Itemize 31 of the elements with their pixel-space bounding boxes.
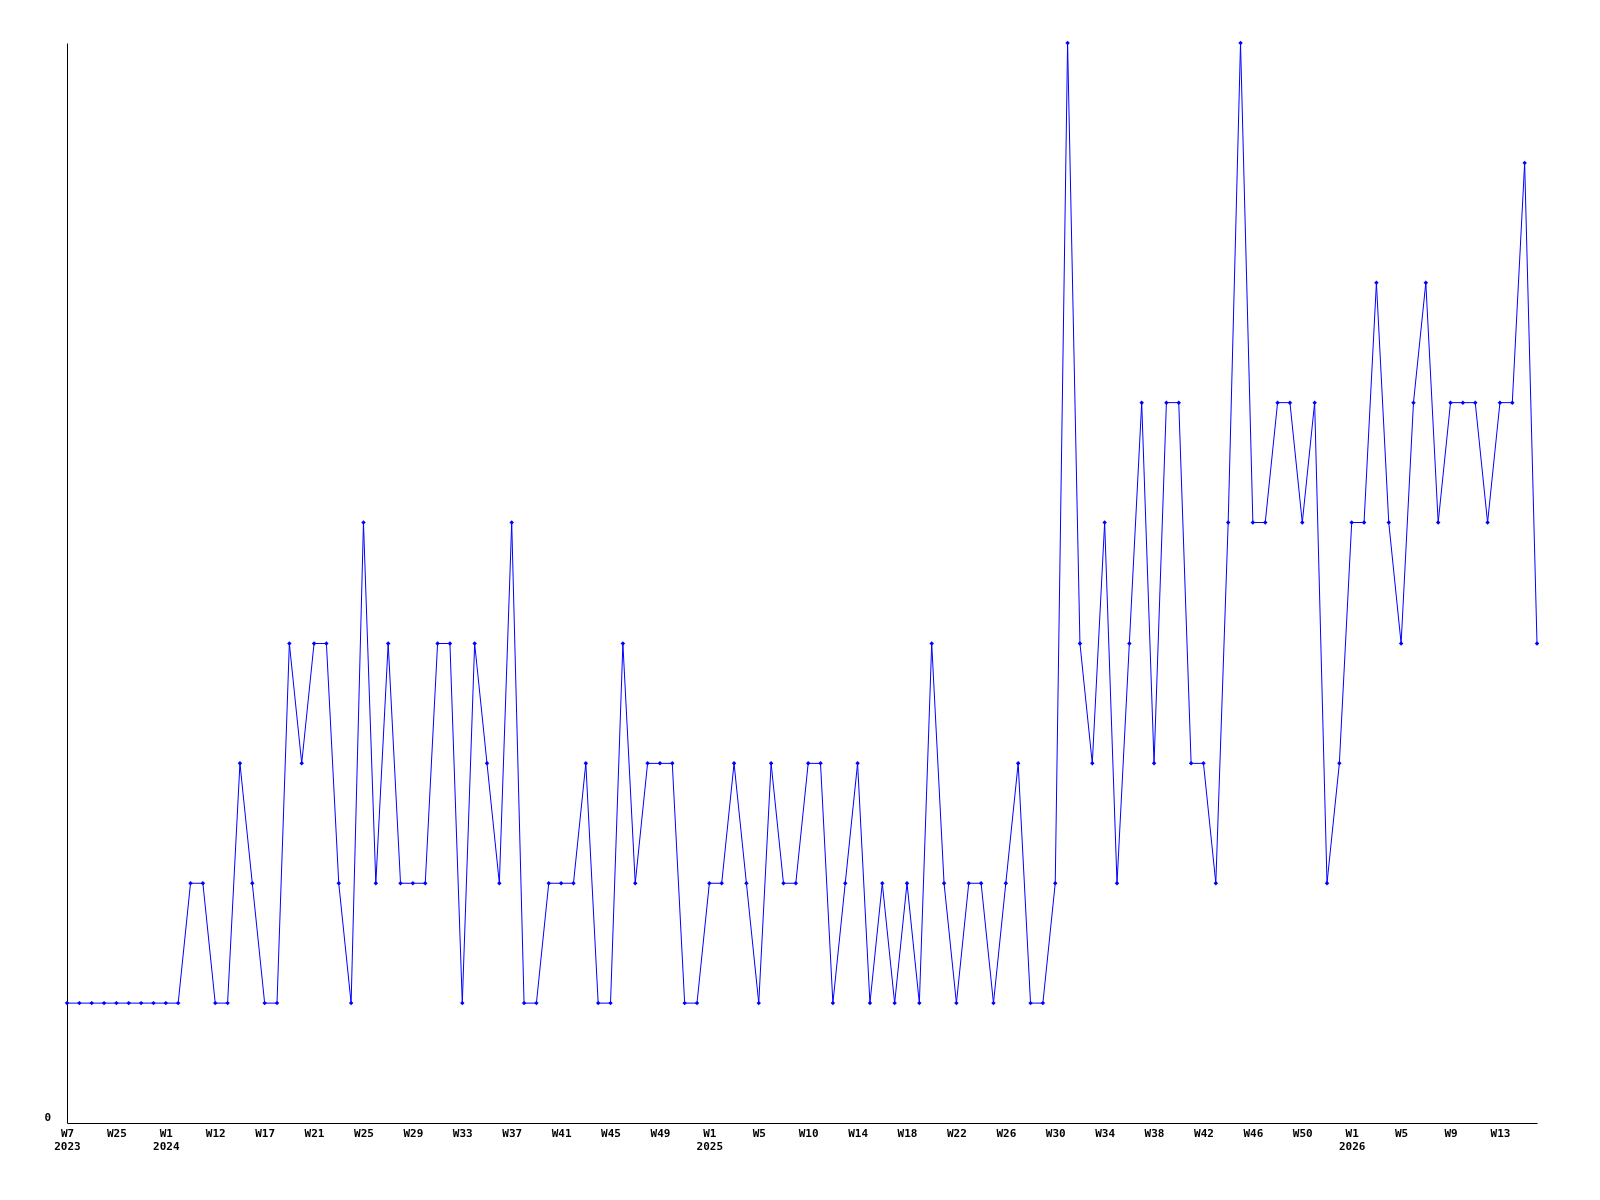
x-tick-label: W41	[551, 1126, 572, 1140]
x-tick-label: W1 2026	[1338, 1126, 1366, 1153]
x-tick-label: W49	[650, 1126, 671, 1140]
x-tick-label: W42	[1194, 1126, 1214, 1140]
x-tick-label: W46	[1243, 1126, 1264, 1140]
x-tick-label: W50	[1292, 1126, 1313, 1140]
x-tick-label: W1 2025	[696, 1126, 724, 1153]
x-tick-label: W10	[798, 1126, 819, 1140]
text: 0	[44, 1111, 51, 1124]
x-tick-label: W25	[354, 1126, 374, 1140]
x-tick-label: W18	[897, 1126, 918, 1140]
x-tick-label: W45	[601, 1126, 621, 1140]
x-tick-label: W26	[996, 1126, 1017, 1140]
x-tick-label: W7 2023	[54, 1126, 81, 1153]
x-tick-label: W29	[403, 1126, 424, 1140]
x-tick-label: W33	[452, 1126, 473, 1140]
x-tick-label: W21	[304, 1126, 325, 1140]
x-tick-label: W12	[205, 1126, 226, 1140]
x-tick-label: W22	[946, 1126, 967, 1140]
x-tick-label: W14	[848, 1126, 869, 1140]
x-tick-label: W30	[1045, 1126, 1066, 1140]
x-tick-label: W1 2024	[153, 1126, 180, 1153]
x-tick-label: W5	[1394, 1126, 1409, 1140]
x-tick-label: W34	[1095, 1126, 1116, 1140]
x-tick-label: W9	[1444, 1126, 1458, 1140]
x-tick-label: W38	[1144, 1126, 1165, 1140]
x-tick-label: W37	[502, 1126, 523, 1140]
x-tick-label: W25	[106, 1126, 127, 1140]
x-tick-label: W13	[1490, 1126, 1511, 1140]
x-tick-label: W17	[255, 1126, 276, 1140]
x-tick-label: W5	[752, 1126, 766, 1140]
